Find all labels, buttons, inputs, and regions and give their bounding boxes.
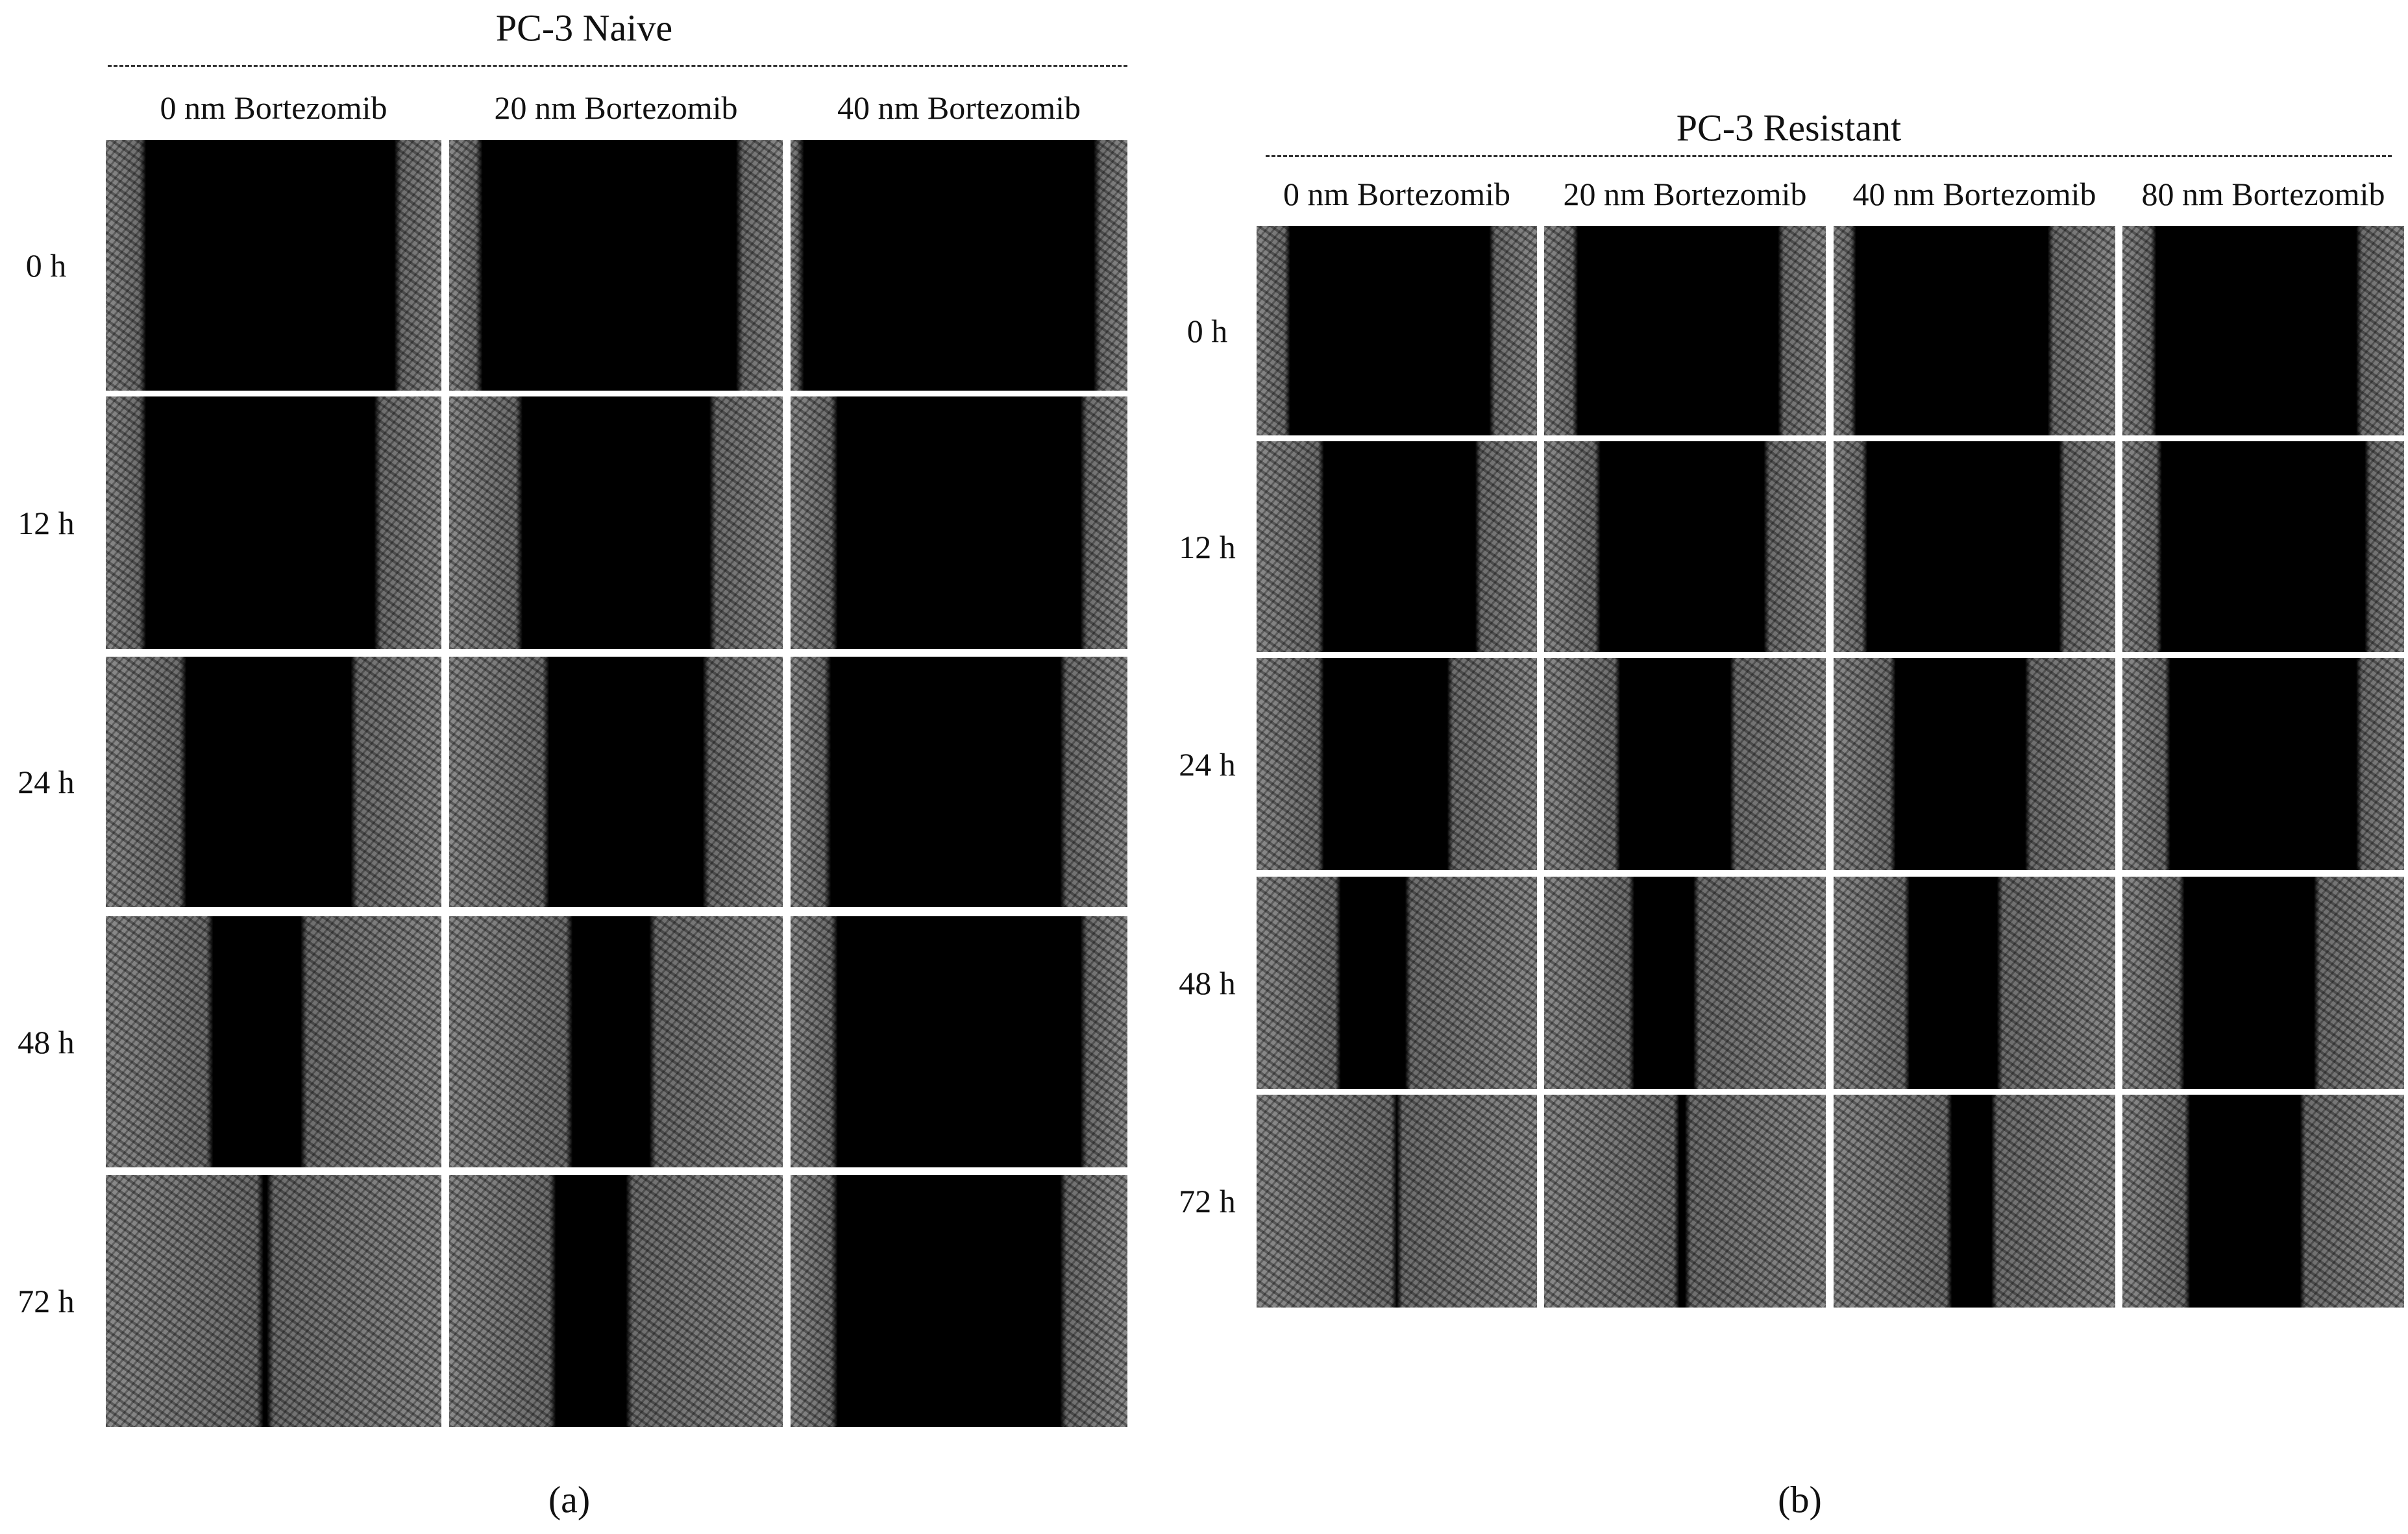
micrograph: [791, 1175, 1127, 1427]
micrograph: [1257, 658, 1537, 870]
micrograph: [2122, 658, 2404, 870]
panel-title: PC-3 Resistant: [1676, 106, 1902, 149]
row-label: 12 h: [1179, 528, 1236, 565]
column-label: 0 nm Bortezomib: [160, 90, 387, 126]
micrograph: [106, 1175, 441, 1427]
micrograph: [1257, 877, 1537, 1089]
micrograph: [449, 396, 783, 649]
column-label: 40 nm Bortezomib: [1852, 176, 2096, 212]
micrograph: [449, 916, 783, 1167]
row-label: 72 h: [1179, 1183, 1236, 1219]
micrograph: [1257, 226, 1537, 435]
column-label: 20 nm Bortezomib: [1563, 176, 1807, 212]
micrograph: [791, 657, 1127, 907]
micrograph: [791, 396, 1127, 649]
row-label: 24 h: [18, 764, 75, 800]
row-label: 24 h: [1179, 746, 1236, 783]
micrograph: [1544, 441, 1826, 652]
micrograph: [449, 657, 783, 907]
row-label: 0 h: [25, 247, 67, 284]
row-label: 72 h: [18, 1283, 75, 1319]
micrograph: [1544, 877, 1826, 1089]
micrograph: [1834, 441, 2115, 652]
micrograph: [1834, 226, 2115, 435]
micrograph: [1257, 1095, 1537, 1308]
micrograph: [1544, 1095, 1826, 1308]
row-label: 48 h: [18, 1023, 75, 1060]
micrograph: [2122, 441, 2404, 652]
panel-caption: (b): [1778, 1478, 1822, 1521]
micrograph: [106, 396, 441, 649]
column-label: 0 nm Bortezomib: [1283, 176, 1510, 212]
micrograph: [1544, 658, 1826, 870]
panel-caption: (a): [548, 1478, 591, 1521]
column-label: 40 nm Bortezomib: [837, 90, 1081, 126]
micrograph: [106, 657, 441, 907]
micrograph: [1544, 226, 1826, 435]
micrograph: [1834, 658, 2115, 870]
micrograph: [106, 140, 441, 391]
micrograph: [1257, 441, 1537, 652]
divider: [108, 65, 1127, 67]
micrograph: [791, 916, 1127, 1167]
panel-title: PC-3 Naive: [495, 6, 673, 49]
micrograph: [791, 140, 1127, 391]
micrograph: [106, 916, 441, 1167]
micrograph: [2122, 226, 2404, 435]
column-label: 20 nm Bortezomib: [494, 90, 738, 126]
row-label: 48 h: [1179, 964, 1236, 1001]
column-label: 80 nm Bortezomib: [2141, 176, 2385, 212]
micrograph: [449, 140, 783, 391]
divider: [1266, 155, 2392, 157]
micrograph: [1834, 1095, 2115, 1308]
row-label: 0 h: [1186, 312, 1228, 349]
row-label: 12 h: [18, 504, 75, 541]
micrograph: [2122, 877, 2404, 1089]
micrograph: [449, 1175, 783, 1427]
micrograph: [1834, 877, 2115, 1089]
micrograph: [2122, 1095, 2404, 1308]
